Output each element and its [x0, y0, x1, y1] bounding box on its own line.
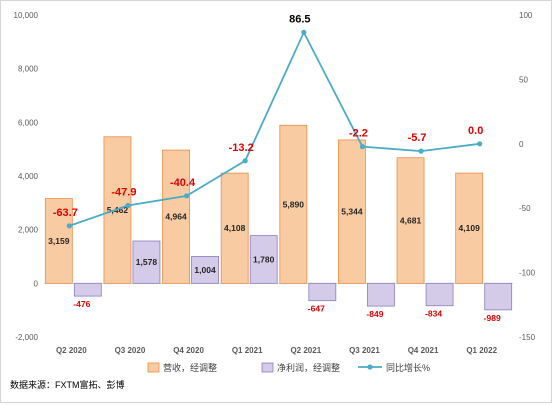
- revenue-bar: [396, 157, 425, 284]
- revenue-bar-label: 4,964: [165, 212, 187, 222]
- revenue-bar: [455, 172, 484, 284]
- y-left-tick-label: 0: [34, 279, 39, 288]
- net-profit-bar: [367, 282, 395, 307]
- x-category-label: Q3 2021: [349, 346, 380, 355]
- y-left-tick-label: 4,000: [18, 172, 39, 181]
- net-profit-bar: [425, 282, 454, 307]
- revenue-bar-label: 5,344: [341, 207, 363, 217]
- net-profit-bar-label: -989: [484, 313, 501, 323]
- legend-swatch-yoy-marker: [367, 364, 373, 370]
- legend-label-net-profit: 净利润，经调整: [277, 362, 340, 373]
- net-profit-bar: [308, 282, 337, 302]
- y-left-tick-label: 2,000: [18, 226, 39, 235]
- y-right-tick-label: -100: [519, 269, 536, 278]
- net-profit-bar-label: -849: [366, 309, 383, 319]
- x-category-label: Q2 2021: [290, 346, 321, 355]
- x-category-label: Q1 2021: [232, 346, 263, 355]
- legend-swatch-net-profit: [261, 362, 274, 373]
- x-category-label: Q3 2020: [115, 346, 146, 355]
- net-profit-bar-label: -476: [73, 299, 90, 309]
- y-right-tick-label: 50: [519, 75, 528, 84]
- yoy-growth-label: -2.2: [349, 128, 368, 140]
- revenue-bar-label: 4,109: [459, 223, 481, 233]
- revenue-bar: [279, 124, 308, 284]
- revenue-bar-label: 4,681: [400, 216, 422, 226]
- revenue-bar-label: 3,159: [48, 236, 70, 246]
- yoy-growth-label: -40.4: [170, 177, 196, 189]
- yoy-growth-point: [242, 158, 248, 164]
- yoy-growth-label: -47.9: [111, 186, 136, 198]
- y-left-tick-label: 10,000: [14, 11, 39, 20]
- y-left-tick-label: -2,000: [15, 333, 38, 342]
- yoy-growth-point: [359, 144, 366, 150]
- revenue-bar-label: 4,108: [224, 223, 246, 233]
- y-left-tick-label: 8,000: [18, 65, 39, 74]
- net-profit-bar: [191, 255, 219, 284]
- yoy-growth-point: [66, 223, 72, 229]
- yoy-growth-line: [69, 30, 480, 227]
- x-category-label: Q2 2020: [56, 346, 87, 355]
- revenue-bar: [338, 139, 366, 284]
- legend-swatch-revenue: [147, 362, 160, 373]
- revenue-bar-label: 5,462: [107, 205, 129, 215]
- revenue-bar-label: 5,890: [283, 199, 305, 209]
- net-profit-bar-label: 1,004: [194, 265, 216, 275]
- net-profit-bar-label: 1,578: [136, 257, 158, 267]
- x-category-label: Q4 2020: [173, 346, 204, 355]
- yoy-growth-label: 86.5: [289, 13, 310, 25]
- net-profit-bar: [132, 240, 161, 284]
- revenue-bar: [220, 172, 249, 284]
- y-left-tick-label: 6,000: [18, 118, 39, 127]
- net-profit-bar-label: 1,780: [253, 254, 275, 264]
- yoy-growth-point: [125, 202, 131, 209]
- net-profit-bar: [249, 235, 278, 284]
- yoy-growth-label: -13.2: [229, 142, 254, 154]
- revenue-bar: [162, 149, 190, 284]
- yoy-growth-point: [477, 141, 483, 147]
- yoy-growth-label: -63.7: [53, 207, 78, 219]
- yoy-growth-point: [183, 193, 190, 199]
- revenue-bar: [44, 198, 73, 284]
- yoy-growth-point: [301, 29, 307, 35]
- source-note: 数据来源：FXTM富拓、彭博: [10, 379, 125, 390]
- y-right-tick-label: 0: [519, 140, 524, 149]
- net-profit-bar-label: -647: [308, 304, 325, 314]
- net-profit-bar-label: -834: [425, 309, 442, 319]
- legend-label-yoy: 同比增长%: [386, 362, 430, 373]
- net-profit-bar: [484, 282, 513, 311]
- yoy-growth-label: 0.0: [468, 125, 483, 137]
- x-category-label: Q4 2021: [408, 346, 439, 355]
- y-right-tick-label: 100: [519, 11, 533, 20]
- yoy-growth-point: [418, 148, 424, 154]
- yoy-growth-label: -5.7: [408, 132, 427, 144]
- net-profit-bar: [73, 282, 102, 297]
- x-category-label: Q1 2022: [466, 346, 497, 355]
- legend-label-revenue: 营收，经调整: [163, 362, 217, 373]
- y-right-tick-label: -50: [519, 204, 531, 213]
- y-right-tick-label: -150: [519, 333, 536, 342]
